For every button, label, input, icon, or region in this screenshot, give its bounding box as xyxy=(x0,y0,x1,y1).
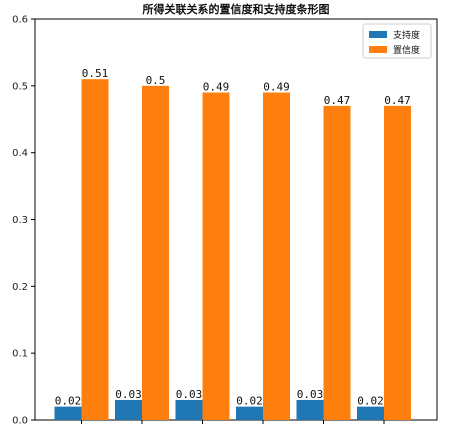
y-tick-label: 0.4 xyxy=(12,148,28,159)
data-label: 0.47 xyxy=(384,94,411,107)
data-label: 0.02 xyxy=(55,395,82,408)
bar-confidence xyxy=(323,105,351,420)
x-axis xyxy=(81,420,385,424)
legend-swatch xyxy=(369,31,387,38)
y-tick-label: 0.2 xyxy=(12,282,28,293)
bar-confidence xyxy=(202,92,230,421)
legend-label: 置信度 xyxy=(393,44,420,56)
data-label: 0.47 xyxy=(324,94,351,107)
data-label: 0.02 xyxy=(236,395,263,408)
data-label: 0.5 xyxy=(146,74,166,87)
bars-group: 0.02 0.03 0.03 0.02 0.03 0.02 0.51 0.5 0.49 0.49 0… xyxy=(54,67,411,421)
legend-label: 支持度 xyxy=(393,29,420,41)
legend-swatch xyxy=(369,46,387,53)
data-label: 0.03 xyxy=(176,388,203,401)
bar-confidence xyxy=(81,79,109,421)
bar-support xyxy=(54,406,82,420)
data-label: 0.03 xyxy=(297,388,324,401)
data-label: 0.49 xyxy=(203,81,230,94)
data-label: 0.49 xyxy=(263,81,290,94)
y-tick-label: 0.3 xyxy=(12,215,28,226)
bar-confidence xyxy=(142,85,169,420)
data-label: 0.02 xyxy=(357,395,384,408)
y-tick-label: 0.5 xyxy=(12,81,28,92)
data-label: 0.51 xyxy=(82,67,109,80)
bar-support xyxy=(236,406,263,420)
bar-support xyxy=(357,406,384,420)
y-axis: 0.0 0.1 0.2 0.3 0.4 0.5 0.6 xyxy=(12,15,35,427)
chart-title: 所得关联关系的置信度和支持度条形图 xyxy=(143,2,330,16)
bar-support xyxy=(115,399,142,420)
bar-confidence xyxy=(384,105,411,420)
y-tick-label: 0.1 xyxy=(12,349,28,360)
y-tick-label: 0.6 xyxy=(12,15,28,26)
y-tick-label: 0.0 xyxy=(12,416,28,427)
data-label: 0.03 xyxy=(115,388,142,401)
bar-confidence xyxy=(263,92,290,421)
bar-support xyxy=(296,399,324,420)
bar-support xyxy=(175,399,203,420)
